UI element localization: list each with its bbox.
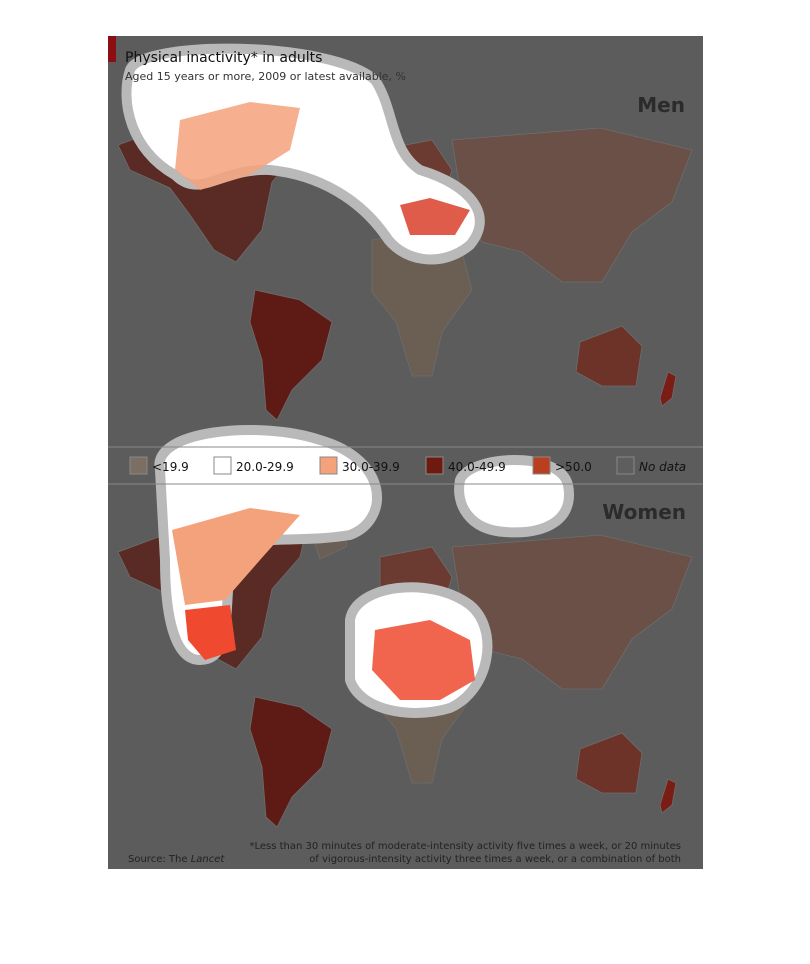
legend-label: 40.0-49.9 — [448, 460, 506, 474]
highlight — [121, 43, 485, 265]
footnote: *Less than 30 minutes of moderate-intens… — [249, 841, 681, 852]
map-label: Women — [602, 500, 686, 524]
legend-label: 30.0-39.9 — [342, 460, 400, 474]
legend-swatch — [425, 456, 444, 475]
legend-swatch — [616, 456, 635, 475]
legend-label: >50.0 — [555, 460, 592, 474]
legend-swatch — [319, 456, 338, 475]
source: Source: The Lancet — [128, 854, 225, 865]
highlight — [154, 425, 383, 665]
source-publication: Lancet — [191, 854, 226, 865]
legend-label: 20.0-29.9 — [236, 460, 294, 474]
region — [175, 102, 300, 190]
legend-label: <19.9 — [152, 460, 189, 474]
legend-swatch — [532, 456, 551, 475]
source-prefix: Source: The — [128, 854, 188, 865]
region — [372, 620, 475, 700]
legend: <19.9 20.0-29.9 30.0-39.9 40.0-49.9 >50.0 No … — [129, 456, 686, 475]
title-marker — [108, 36, 116, 62]
region — [400, 198, 470, 235]
legend-swatch — [213, 456, 232, 475]
title: Physical inactivity* in adults — [125, 50, 322, 66]
footnote: of vigorous-intensity activity three tim… — [309, 854, 681, 865]
legend-swatch — [129, 456, 148, 475]
region — [172, 508, 300, 605]
region — [185, 605, 236, 660]
subtitle: Aged 15 years or more, 2009 or latest av… — [125, 70, 406, 83]
highlight — [454, 455, 574, 538]
map-label: Men — [637, 93, 685, 117]
legend-label: No data — [639, 460, 686, 474]
